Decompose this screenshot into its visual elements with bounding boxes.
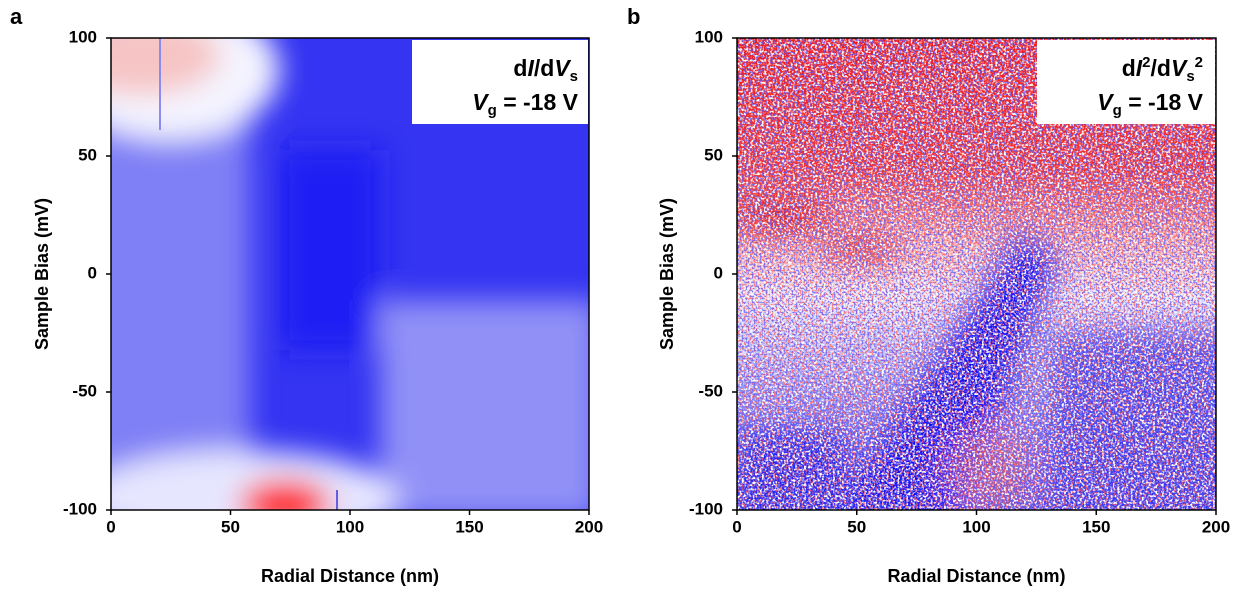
y-tick-label: -100 xyxy=(689,499,723,518)
x-tick-label: 0 xyxy=(106,517,115,536)
y-axis-label: Sample Bias (mV) xyxy=(32,198,52,350)
y-tick-label: 0 xyxy=(88,263,97,282)
y-tick-label: 0 xyxy=(714,263,723,282)
y-tick-label: 100 xyxy=(69,27,97,46)
x-axis-label: Radial Distance (nm) xyxy=(261,566,439,586)
annotation-box xyxy=(412,40,588,124)
annotation: Vg = -18 V xyxy=(1097,89,1203,119)
panel-label: b xyxy=(627,4,640,29)
x-tick-label: 150 xyxy=(455,517,483,536)
x-tick-label: 100 xyxy=(336,517,364,536)
x-tick-label: 0 xyxy=(732,517,741,536)
y-tick-label: 100 xyxy=(695,27,723,46)
x-tick-label: 200 xyxy=(1202,517,1230,536)
annotation-box xyxy=(1037,40,1215,124)
y-axis-label: Sample Bias (mV) xyxy=(657,198,677,350)
x-tick-label: 200 xyxy=(575,517,603,536)
annotation: dI2/dVs2 xyxy=(1122,54,1203,85)
y-tick-label: -50 xyxy=(698,381,723,400)
y-tick-label: 50 xyxy=(78,145,97,164)
annotation: dI/dVs xyxy=(513,55,578,85)
x-tick-label: 100 xyxy=(962,517,990,536)
y-tick-label: -50 xyxy=(72,381,97,400)
y-tick-label: -100 xyxy=(63,499,97,518)
x-tick-label: 150 xyxy=(1082,517,1110,536)
panel-label: a xyxy=(10,4,23,29)
x-tick-label: 50 xyxy=(221,517,240,536)
y-tick-label: 50 xyxy=(704,145,723,164)
x-tick-label: 50 xyxy=(847,517,866,536)
annotation: Vg = -18 V xyxy=(472,89,578,119)
x-axis-label: Radial Distance (nm) xyxy=(887,566,1065,586)
